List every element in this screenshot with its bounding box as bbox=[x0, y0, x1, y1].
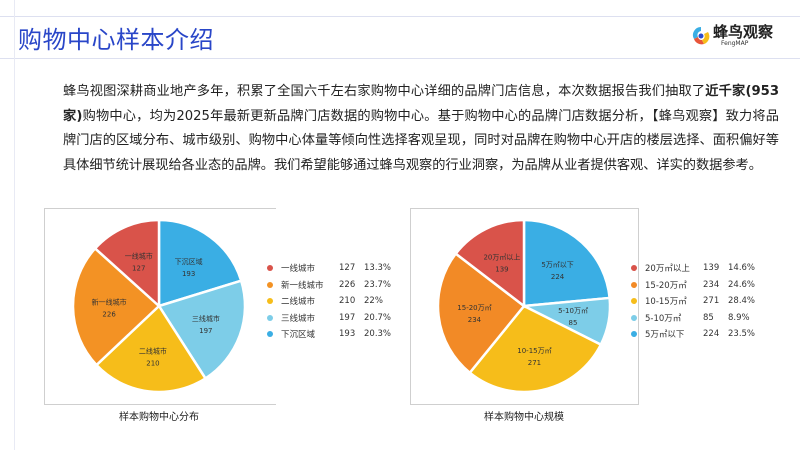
left-divider bbox=[14, 0, 15, 450]
slice-label: 197 bbox=[199, 327, 212, 335]
legend-item: 一线城市 127 13.3% bbox=[267, 260, 391, 277]
pie-slice bbox=[93, 218, 161, 309]
pie-slice bbox=[157, 218, 243, 308]
intro-text-1: 蜂鸟视图深耕商业地产多年，积累了全国六千左右家购物中心详细的品牌门店信息，本次数… bbox=[63, 84, 706, 99]
legend-item: 新一线城市 226 23.7% bbox=[267, 277, 391, 294]
chart-title-scale: 样本购物中心规模 bbox=[484, 412, 564, 423]
legend-percent: 14.6% bbox=[728, 263, 756, 274]
legend-label: 二线城市 bbox=[281, 297, 316, 308]
pie-slice bbox=[436, 251, 526, 375]
legend-percent: 28.4% bbox=[728, 296, 756, 307]
legend-item: 下沉区域 193 20.3% bbox=[267, 326, 391, 343]
slice-label: 20万㎡以上 bbox=[483, 252, 520, 261]
intro-paragraph: 蜂鸟视图深耕商业地产多年，积累了全国六千左右家购物中心详细的品牌门店信息，本次数… bbox=[63, 80, 779, 178]
legend-dot-icon bbox=[267, 331, 273, 338]
header-bottom-divider bbox=[0, 58, 800, 59]
slice-label: 139 bbox=[495, 265, 508, 273]
legend-label: 20万㎡以上 bbox=[645, 264, 690, 275]
slice-label: 二线城市 bbox=[139, 347, 167, 356]
pie-slice bbox=[157, 279, 247, 381]
legend-dot-icon bbox=[631, 265, 637, 272]
page-title: 购物中心样本介绍 bbox=[18, 26, 214, 54]
slice-label: 5-10万㎡ bbox=[558, 307, 588, 315]
header-top-divider bbox=[0, 16, 800, 17]
chart-panel-scale bbox=[410, 208, 639, 405]
legend-label: 一线城市 bbox=[281, 264, 316, 275]
logo-name: 蜂鸟观察 bbox=[713, 23, 774, 41]
slice-label: 226 bbox=[102, 311, 116, 319]
logo: 蜂鸟观察 FengMAP bbox=[692, 24, 773, 47]
intro-text-2: 购物中心，均为2025年最新更新品牌门店数据的购物中心。基于购物中心的品牌门店数… bbox=[63, 108, 779, 173]
legend-percent: 8.9% bbox=[728, 312, 750, 323]
legend-dot-icon bbox=[631, 314, 637, 321]
legend-percent: 13.3% bbox=[364, 263, 392, 274]
pie-slice bbox=[71, 246, 161, 367]
pie-slice bbox=[522, 218, 611, 308]
legend-value: 226 bbox=[339, 279, 356, 290]
legend-percent: 22% bbox=[364, 296, 383, 307]
legend-distribution: 一线城市 127 13.3% 新一线城市 226 23.7% 二线城市 210 22% 三线城市 1… bbox=[267, 260, 391, 343]
slice-label: 新一线城市 bbox=[92, 298, 127, 307]
hummingbird-logo-icon bbox=[692, 26, 710, 44]
legend-value: 210 bbox=[339, 296, 356, 307]
legend-value: 197 bbox=[339, 312, 356, 323]
legend-percent: 23.5% bbox=[728, 329, 756, 340]
legend-value: 224 bbox=[703, 329, 720, 340]
slice-label: 127 bbox=[132, 264, 145, 272]
legend-percent: 23.7% bbox=[364, 279, 392, 290]
legend-percent: 20.3% bbox=[364, 329, 392, 340]
legend-label: 下沉区域 bbox=[281, 330, 316, 341]
slice-label: 234 bbox=[468, 316, 482, 324]
legend-item: 三线城市 197 20.7% bbox=[267, 310, 391, 327]
legend-dot-icon bbox=[631, 331, 637, 338]
chart-title-distribution: 样本购物中心分布 bbox=[119, 412, 199, 423]
legend-item: 10-15万㎡ 271 28.4% bbox=[631, 293, 755, 310]
slice-label: 10-15万㎡ bbox=[517, 347, 551, 355]
legend-label: 5-10万㎡ bbox=[645, 313, 682, 324]
slice-label: 193 bbox=[182, 270, 195, 278]
legend-scale: 20万㎡以上 139 14.6% 15-20万㎡ 234 24.6% 10-15万㎡ 271 2… bbox=[631, 260, 755, 343]
pie-slice bbox=[94, 304, 208, 394]
legend-item: 20万㎡以上 139 14.6% bbox=[631, 260, 755, 277]
slice-label: 下沉区域 bbox=[175, 257, 203, 266]
legend-value: 139 bbox=[703, 263, 720, 274]
legend-dot-icon bbox=[267, 298, 273, 305]
logo-subtitle: FengMAP bbox=[721, 40, 749, 47]
legend-dot-icon bbox=[267, 281, 273, 288]
legend-value: 127 bbox=[339, 263, 356, 274]
slice-label: 224 bbox=[551, 273, 565, 281]
slice-label: 三线城市 bbox=[192, 314, 220, 323]
legend-dot-icon bbox=[631, 281, 637, 288]
slice-label: 15-20万㎡ bbox=[457, 304, 491, 312]
slice-label: 一线城市 bbox=[125, 251, 153, 260]
slice-label: 271 bbox=[528, 359, 541, 367]
legend-label: 15-20万㎡ bbox=[645, 280, 687, 291]
legend-percent: 24.6% bbox=[728, 279, 756, 290]
legend-dot-icon bbox=[267, 265, 273, 272]
intro-highlight: 近千家(953家) bbox=[63, 84, 779, 124]
slice-label: 210 bbox=[146, 360, 159, 368]
legend-value: 193 bbox=[339, 329, 356, 340]
legend-value: 234 bbox=[703, 279, 720, 290]
chart-panel-distribution bbox=[44, 208, 276, 405]
legend-label: 5万㎡以下 bbox=[645, 330, 685, 341]
legend-dot-icon bbox=[631, 298, 637, 305]
legend-label: 10-15万㎡ bbox=[645, 297, 687, 308]
slice-label: 5万㎡以下 bbox=[541, 261, 573, 269]
legend-value: 271 bbox=[703, 296, 720, 307]
legend-item: 15-20万㎡ 234 24.6% bbox=[631, 277, 755, 294]
legend-dot-icon bbox=[267, 314, 273, 321]
legend-item: 二线城市 210 22% bbox=[267, 293, 391, 310]
slice-label: 85 bbox=[569, 319, 578, 327]
pie-slice bbox=[454, 218, 526, 309]
pie-slice bbox=[468, 304, 603, 394]
legend-value: 85 bbox=[703, 312, 714, 323]
legend-label: 三线城市 bbox=[281, 313, 316, 324]
legend-percent: 20.7% bbox=[364, 312, 392, 323]
legend-label: 新一线城市 bbox=[281, 280, 324, 291]
legend-item: 5万㎡以下 224 23.5% bbox=[631, 326, 755, 343]
legend-item: 5-10万㎡ 85 8.9% bbox=[631, 310, 755, 327]
